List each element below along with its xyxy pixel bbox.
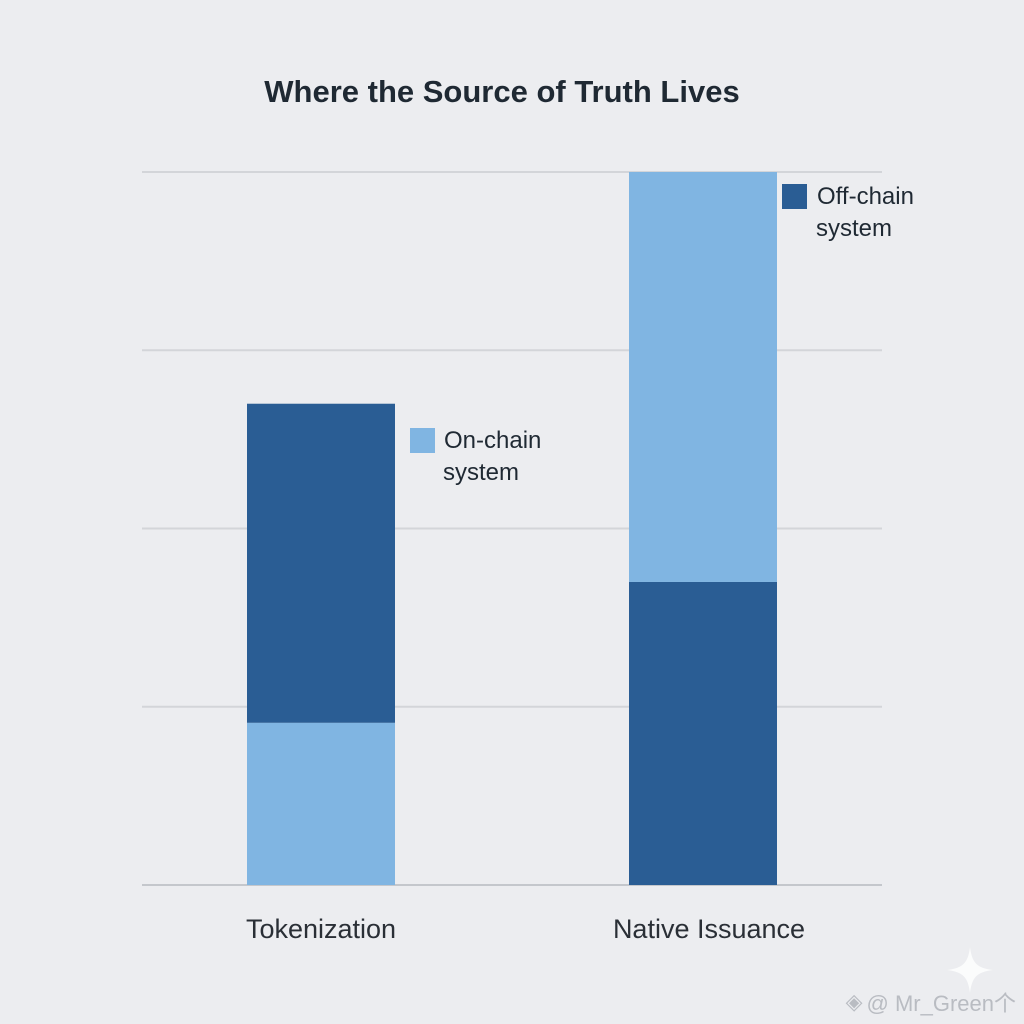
diamond-logo-icon: ◈: [845, 989, 863, 1014]
x-tick-label: Native Issuance: [613, 914, 805, 944]
bar-tokenization-on-chain: [247, 722, 395, 885]
bar-native-issuance-off-chain: [629, 581, 777, 885]
legend-label: system: [443, 459, 519, 486]
watermark: ◈ @ Mr_Green个: [846, 986, 1016, 1018]
legend-label: On-chain: [444, 427, 541, 454]
legend-label: Off-chain: [817, 183, 914, 210]
legend-off-chain: Off-chain system: [782, 183, 914, 242]
legend-on-chain: On-chain system: [410, 427, 541, 486]
sparkle-icon: [947, 947, 993, 993]
watermark-text: @ Mr_Green个: [866, 991, 1016, 1016]
bar-native-issuance-on-chain: [629, 172, 777, 582]
bar-tokenization-off-chain: [247, 403, 395, 723]
legend-swatch-on-chain: [410, 428, 435, 453]
legend-label: system: [816, 215, 892, 242]
x-tick-label: Tokenization: [246, 914, 396, 944]
chart-title: Where the Source of Truth Lives: [264, 74, 739, 109]
legend-swatch-off-chain: [782, 184, 807, 209]
